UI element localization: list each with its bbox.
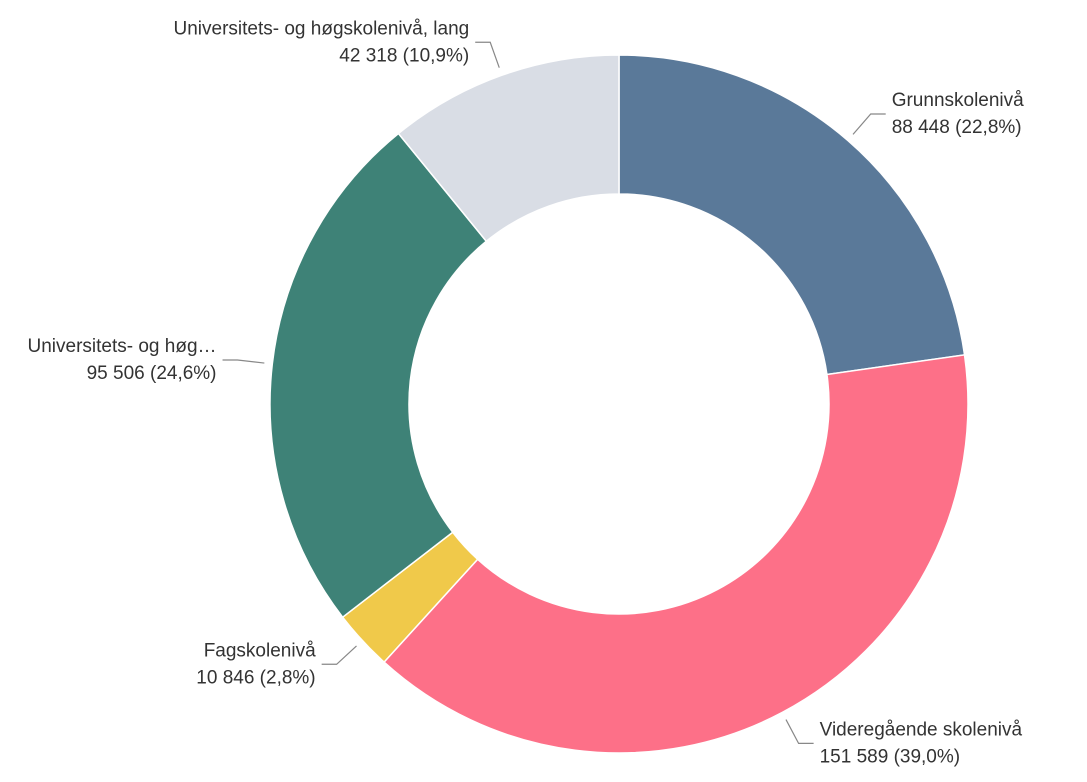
donut-slice xyxy=(383,354,969,754)
donut-slice xyxy=(269,132,488,619)
donut-slice xyxy=(618,54,966,376)
slice-value-label: 151 589 (39,0%) xyxy=(820,746,961,767)
leader-line xyxy=(852,113,886,135)
slice-value-label: 88 448 (22,8%) xyxy=(892,117,1022,138)
slice-value-label: 42 318 (10,9%) xyxy=(339,45,469,66)
donut-slice xyxy=(397,54,620,243)
leader-line xyxy=(222,359,265,364)
slice-label: Fagskolenivå xyxy=(204,640,316,661)
slice-label: Videregående skolenivå xyxy=(820,719,1023,740)
slice-label: Universitets- og høgskolenivå, lang xyxy=(174,18,470,39)
leader-line xyxy=(785,719,814,745)
slice-label: Universitets- og høg… xyxy=(28,336,217,357)
slice-value-label: 10 846 (2,8%) xyxy=(196,667,315,688)
slice-value-label: 95 506 (24,6%) xyxy=(87,363,217,384)
slice-label: Grunnskolenivå xyxy=(892,90,1024,111)
leader-line xyxy=(475,41,500,68)
leader-line xyxy=(321,645,357,665)
